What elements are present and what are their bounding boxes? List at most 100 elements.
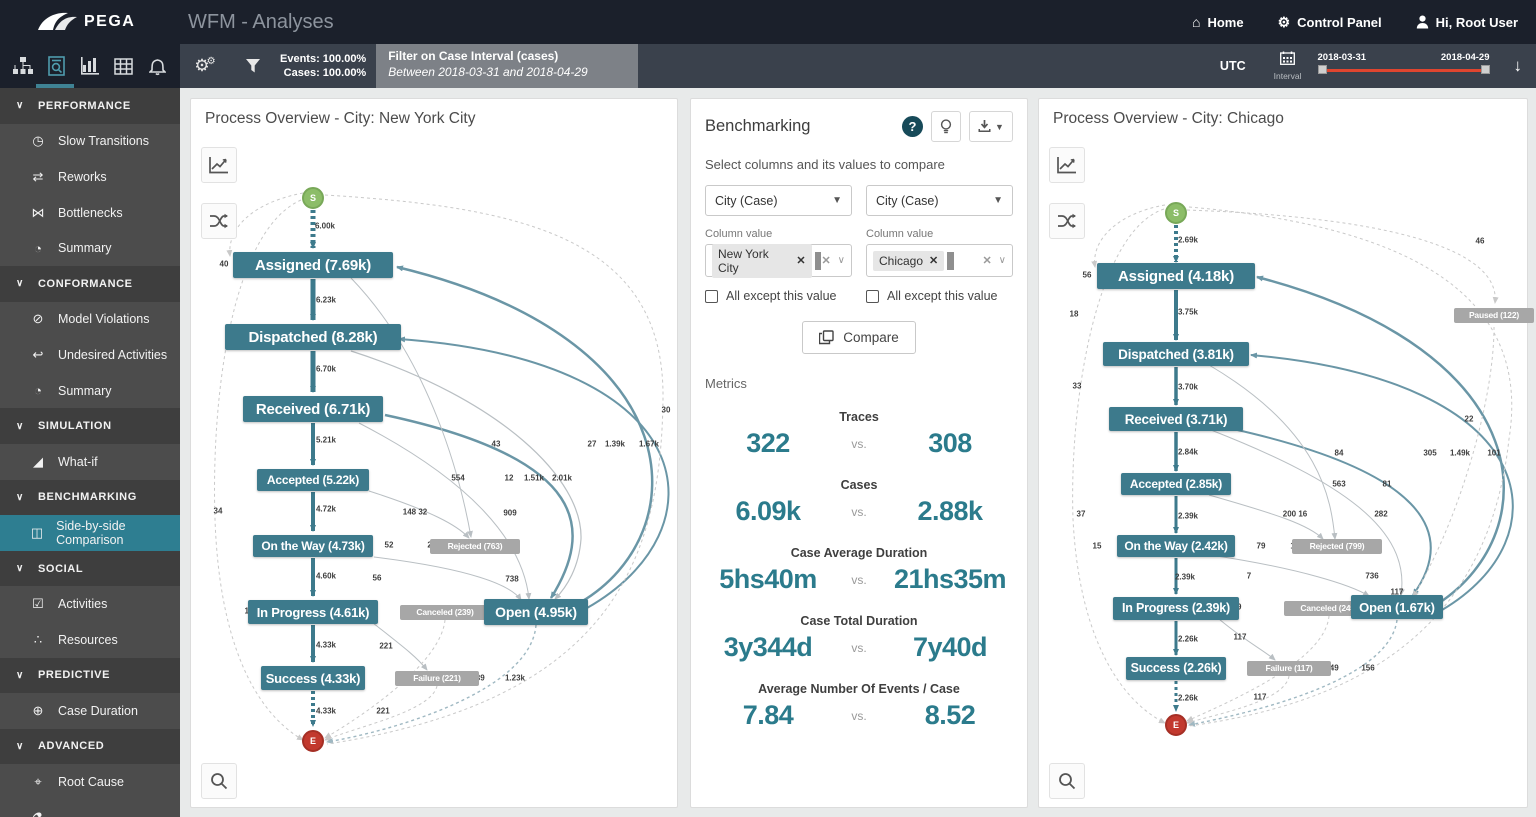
activity-node-dispatched[interactable]: Dispatched (3.81k) [1103, 342, 1249, 366]
all-except-checkbox-right[interactable]: All except this value [866, 289, 1013, 303]
activity-node-in[interactable]: In Progress (2.39k) [1113, 596, 1239, 620]
sidebar-item-summary[interactable]: ◔ Summary [0, 230, 180, 266]
sidebar-section-performance[interactable]: ∨ PERFORMANCE [0, 88, 180, 124]
left-flow-edges [214, 192, 670, 745]
shuffle-button[interactable] [1049, 203, 1085, 239]
chicago-process-flow: S Assigned (4.18k) Dispatched (3.81k) Recei… [1039, 99, 1534, 807]
sidebar-item-root-cause[interactable]: ⌖ Root Cause [0, 764, 180, 800]
slider-handle-start[interactable] [1317, 65, 1327, 74]
chevron-down-icon[interactable]: ∨ [998, 255, 1006, 266]
help-icon[interactable]: ? [902, 116, 923, 137]
analyses-icon[interactable] [43, 53, 69, 79]
sidebar-item-model-violations[interactable]: ⊘ Model Violations [0, 302, 180, 338]
sidebar-item-resources[interactable]: ∴ Resources [0, 622, 180, 658]
start-node[interactable]: S [1165, 202, 1187, 224]
sidebar-section-social[interactable]: ∨ SOCIAL [0, 550, 180, 587]
value-multiselect-left[interactable]: New York City ✕ ✕ ∨ [705, 243, 852, 278]
start-node[interactable]: S [302, 187, 324, 209]
insights-bulb-button[interactable] [931, 111, 961, 142]
sidebar-section-simulation[interactable]: ∨ SIMULATION [0, 408, 180, 444]
sidebar-item-activities[interactable]: ☑ Activities [0, 586, 180, 622]
activity-node-on[interactable]: On the Way (2.42k) [1117, 535, 1235, 557]
zoom-button[interactable] [201, 763, 237, 799]
activity-node-assigned[interactable]: Assigned (4.18k) [1097, 263, 1255, 289]
activity-node-received[interactable]: Received (6.71k) [243, 396, 383, 422]
metric-label: Case Average Duration [790, 546, 928, 560]
activity-node-dispatched[interactable]: Dispatched (8.28k) [225, 324, 401, 350]
export-download-button[interactable]: ▼ [969, 111, 1013, 142]
end-node[interactable]: E [302, 730, 324, 752]
activity-node-failure[interactable]: Failure (221) [394, 670, 480, 686]
sidebar-item-reworks[interactable]: ⇄ Reworks [0, 159, 180, 195]
shuffle-button[interactable] [201, 203, 237, 239]
sidebar-item-summary[interactable]: ◔ Summary [0, 373, 180, 409]
value-multiselect-right[interactable]: Chicago ✕ ✕ ∨ [866, 244, 1013, 277]
end-node[interactable]: E [1165, 714, 1187, 736]
edge-frequency-label: 15 [1092, 541, 1102, 551]
all-except-checkbox-left[interactable]: All except this value [705, 289, 852, 303]
activity-node-rejected[interactable]: Rejected (799) [1292, 538, 1382, 554]
bell-icon[interactable] [144, 53, 170, 79]
slider-track[interactable] [1319, 69, 1488, 72]
calendar-icon[interactable] [1280, 51, 1296, 65]
download-arrow-icon[interactable]: ↓ [1513, 56, 1523, 75]
activity-node-accepted[interactable]: Accepted (2.85k) [1121, 473, 1231, 495]
sidebar-item-what-if[interactable]: ◢ What-if [0, 444, 180, 480]
compare-button[interactable]: Compare [802, 321, 916, 354]
sidebar-item-slow-transitions[interactable]: ◷ Slow Transitions [0, 124, 180, 160]
trend-chart-button[interactable] [201, 147, 237, 183]
filter-icon[interactable] [240, 53, 266, 79]
edge-frequency-label: 249 [1325, 663, 1339, 673]
date-range-slider: 2018-03-31 2018-04-29 [1317, 51, 1490, 81]
sidebar-item-undesired-activities[interactable]: ↩ Undesired Activities [0, 337, 180, 373]
activity-node-open[interactable]: Open (1.67k) [1351, 595, 1443, 619]
sidebar-section-predictive[interactable]: ∨ PREDICTIVE [0, 657, 180, 694]
zoom-button[interactable] [1049, 763, 1085, 799]
activity-node-on[interactable]: On the Way (4.73k) [253, 535, 373, 557]
activity-node-received[interactable]: Received (3.71k) [1109, 407, 1243, 431]
activity-node-rejected[interactable]: Rejected (763) [430, 538, 520, 554]
sidebar-item-partial[interactable]: ⚗ [0, 800, 180, 817]
activity-node-success[interactable]: Success (4.33k) [261, 666, 365, 690]
sidebar-section-benchmarking[interactable]: ∨ BENCHMARKING [0, 479, 180, 516]
clear-icon[interactable]: ✕ [821, 255, 831, 267]
chevron-down-icon[interactable]: ∨ [837, 255, 845, 266]
sidebar-item-side-by-side-comparison[interactable]: ◫ Side-by-side Comparison [0, 515, 180, 551]
metric-left-value: 322 [746, 428, 790, 458]
column-select-left[interactable]: City (Case) ▼ [705, 185, 852, 216]
sidebar-section-advanced[interactable]: ∨ ADVANCED [0, 728, 180, 765]
checkbox-icon[interactable] [866, 289, 879, 303]
sidebar-item-case-duration[interactable]: ⊕ Case Duration [0, 693, 180, 729]
clear-icon[interactable]: ✕ [982, 255, 992, 267]
charts-icon[interactable] [77, 53, 103, 79]
activity-node-assigned[interactable]: Assigned (7.69k) [233, 252, 393, 278]
edge-frequency-label: 56 [372, 573, 382, 583]
nav-control-panel[interactable]: ⚙ Control Panel [1278, 15, 1382, 30]
sidebar-section-conformance[interactable]: ∨ CONFORMANCE [0, 265, 180, 302]
activity-node-accepted[interactable]: Accepted (5.22k) [257, 469, 369, 491]
edge-frequency-label: 2.84k [1177, 447, 1199, 457]
slider-handle-end[interactable] [1480, 65, 1490, 74]
checkbox-icon[interactable] [705, 289, 718, 303]
activity-node-paused[interactable]: Paused (122) [1454, 307, 1534, 323]
activity-node-failure[interactable]: Failure (117) [1246, 660, 1332, 676]
nav-home[interactable]: ⌂ Home [1192, 15, 1244, 30]
activity-node-open[interactable]: Open (4.95k) [484, 599, 588, 625]
trend-chart-button[interactable] [1049, 147, 1085, 183]
activity-node-in[interactable]: In Progress (4.61k) [248, 600, 378, 624]
table-icon[interactable] [111, 53, 137, 79]
chip-remove-icon[interactable]: ✕ [796, 255, 806, 267]
left-card-title: Process Overview - City: New York City [205, 110, 476, 127]
process-map-icon[interactable] [10, 53, 36, 79]
column-select-right[interactable]: City (Case) ▼ [866, 185, 1013, 216]
settings-gears-icon[interactable]: ⚙ ⚙ [194, 55, 216, 76]
chip-remove-icon[interactable]: ✕ [929, 255, 939, 267]
sidebar-item-bottlenecks[interactable]: ⋈ Bottlenecks [0, 195, 180, 231]
timezone-label[interactable]: UTC [1219, 59, 1246, 73]
snail-icon: ◷ [32, 133, 44, 149]
activity-node-success[interactable]: Success (2.26k) [1126, 656, 1226, 680]
flow-edge [1250, 352, 1514, 611]
nav-hi-root-user[interactable]: Hi, Root User [1416, 15, 1518, 30]
activity-node-canceled[interactable]: Canceled (239) [400, 604, 490, 620]
case-interval-filter-chip[interactable]: Filter on Case Interval (cases) Between … [376, 44, 639, 88]
